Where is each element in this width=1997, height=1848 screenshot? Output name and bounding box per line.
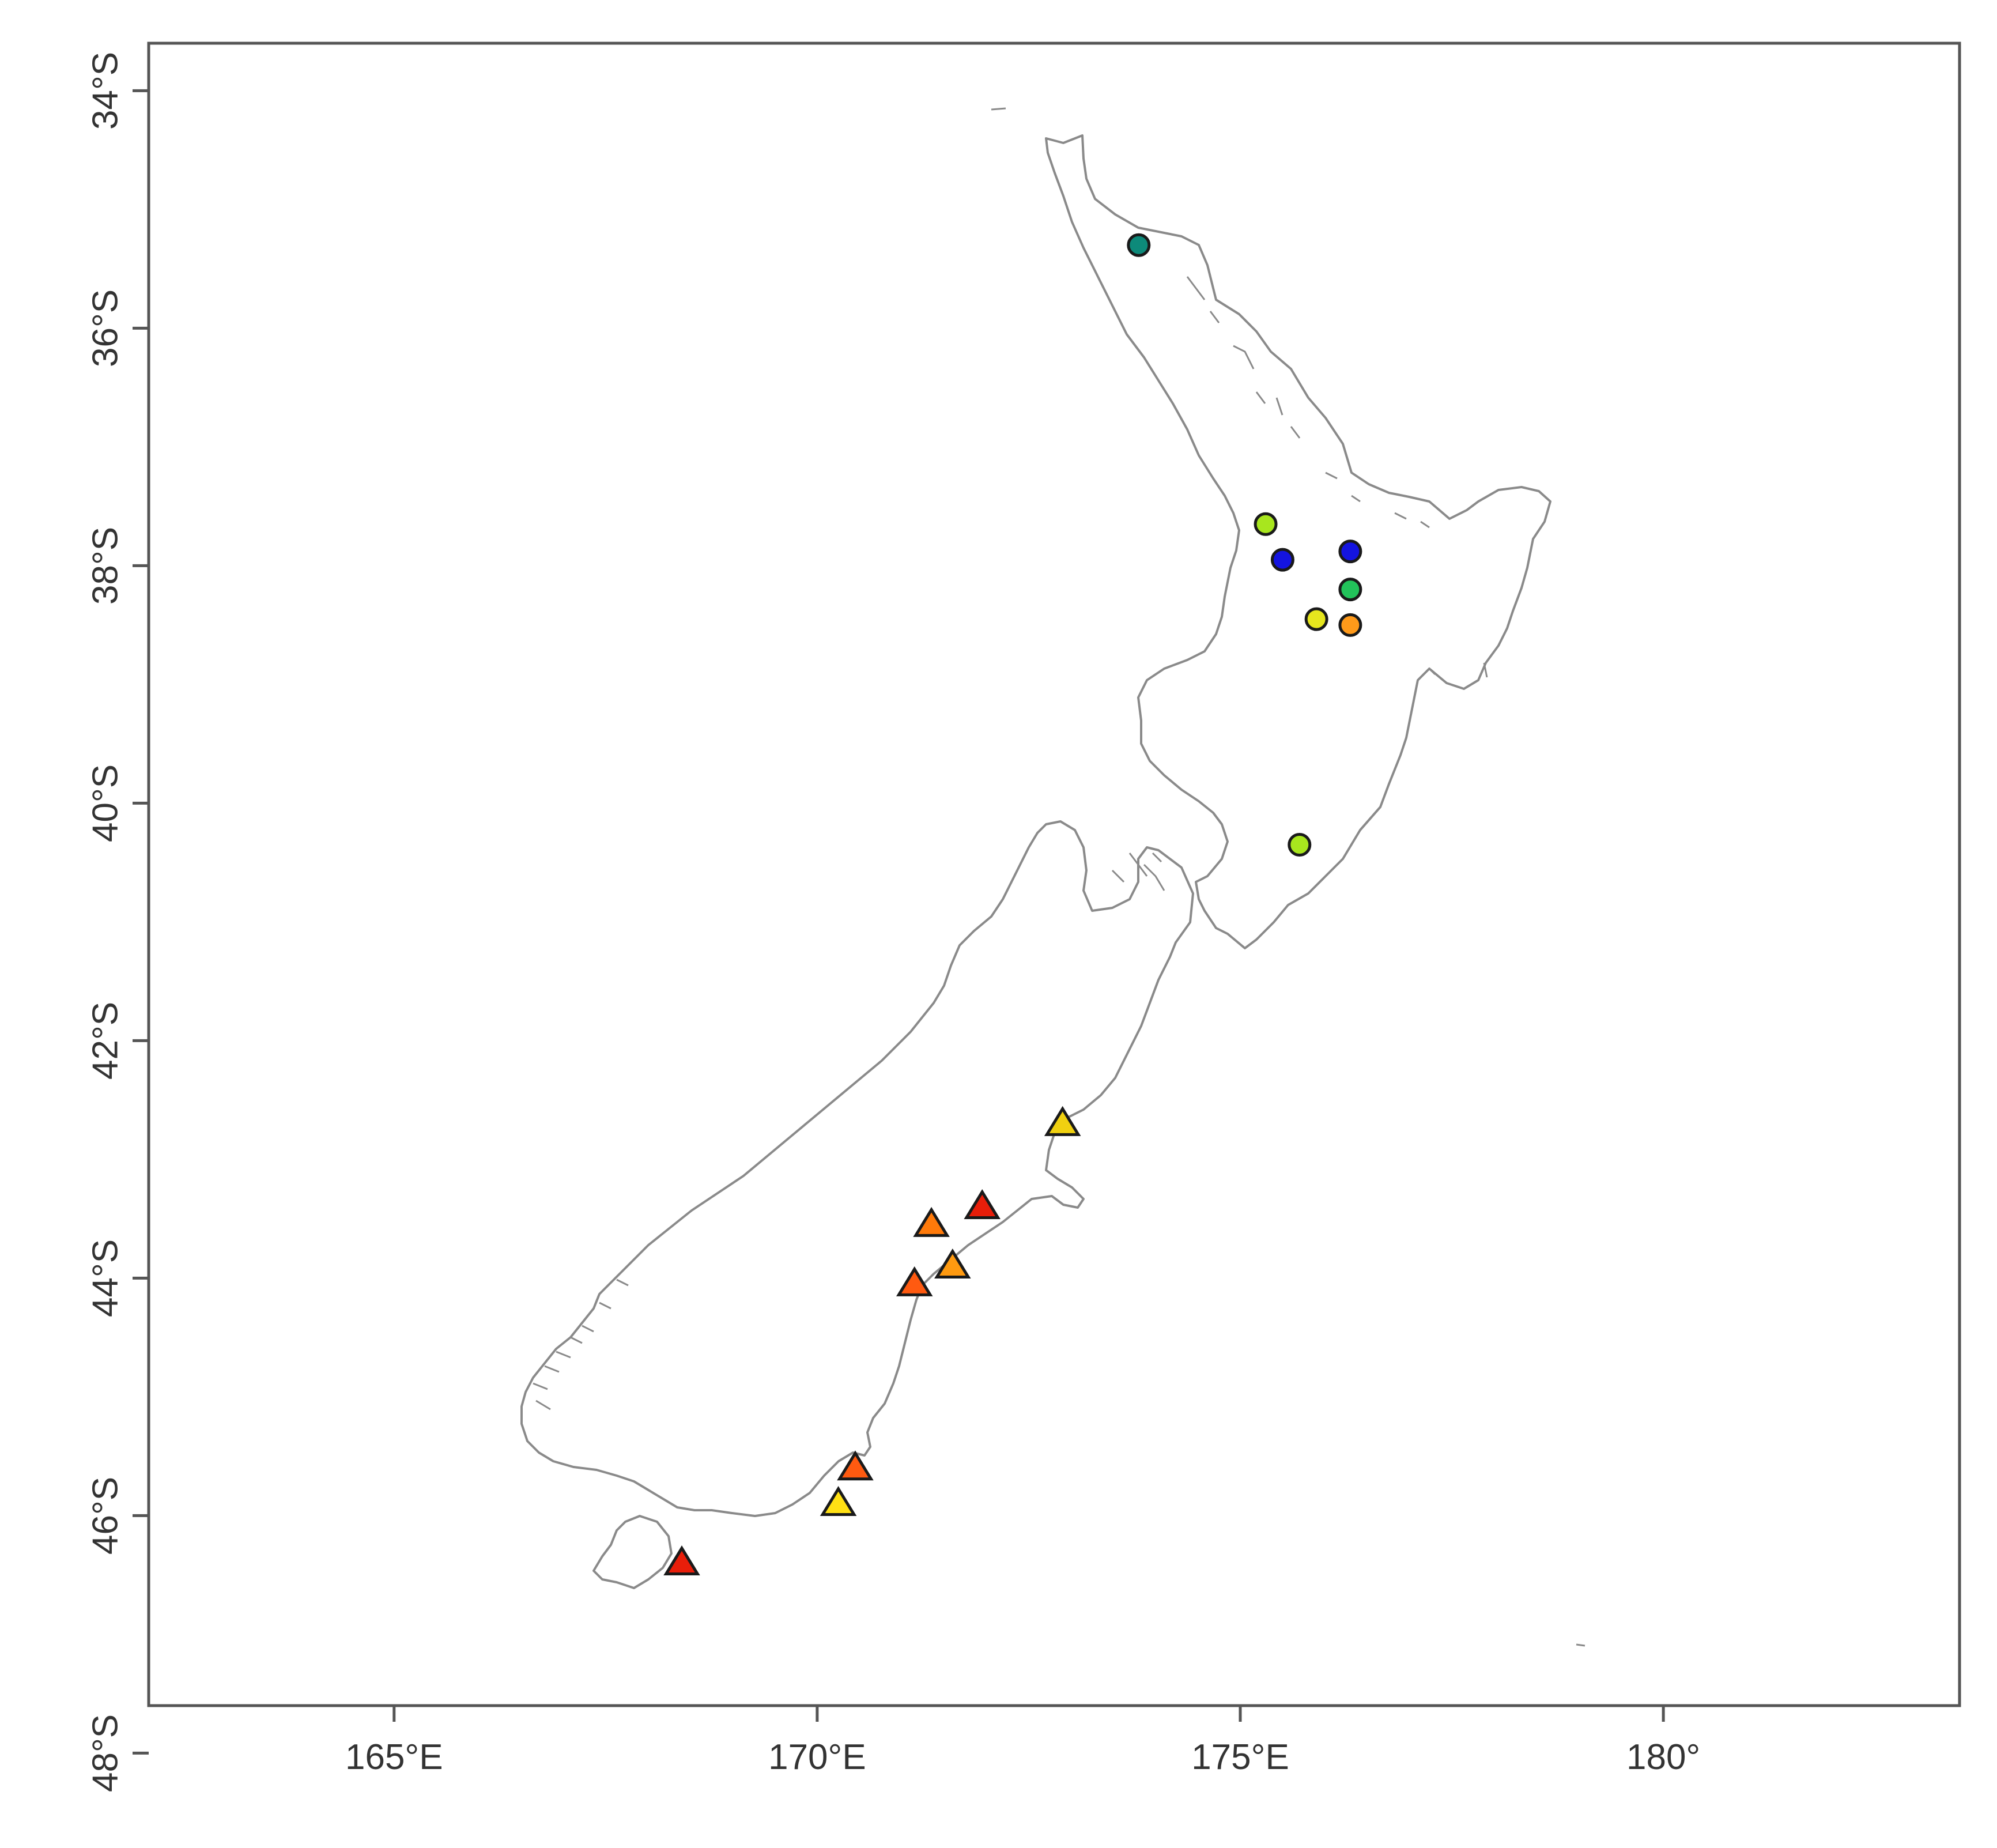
y-tick-label: 34°S bbox=[86, 52, 126, 130]
y-axis: 34°S 36°S 38°S 40°S 42°S 44°S 46°S 48°S bbox=[86, 52, 149, 1792]
y-tick-label: 38°S bbox=[86, 527, 126, 605]
stewart-island-coastline bbox=[592, 1515, 673, 1589]
sample-markers bbox=[663, 233, 1362, 1576]
site-marker-circle bbox=[1127, 233, 1151, 257]
site-marker-circle bbox=[1254, 512, 1278, 536]
site-marker-triangle bbox=[1044, 1106, 1081, 1136]
y-tick-label: 40°S bbox=[86, 764, 126, 842]
site-marker-triangle bbox=[820, 1486, 857, 1517]
site-marker-circle bbox=[1338, 540, 1362, 564]
south-island-coastline bbox=[520, 820, 1194, 1517]
site-marker-triangle bbox=[837, 1450, 874, 1481]
axes: 165°E 170°E 175°E 180° 34°S 36°S 38°S 40°S 42°S… bbox=[86, 52, 1701, 1792]
site-marker-triangle bbox=[663, 1545, 700, 1576]
x-axis: 165°E 170°E 175°E 180° bbox=[345, 1706, 1700, 1777]
plot-frame bbox=[147, 42, 1961, 1707]
site-marker-circle bbox=[1304, 607, 1328, 631]
x-tick-label: 175°E bbox=[1191, 1737, 1289, 1777]
y-tick-label: 42°S bbox=[86, 1002, 126, 1080]
site-marker-triangle bbox=[934, 1249, 971, 1279]
site-marker-triangle bbox=[913, 1206, 950, 1237]
south-island-coast-detail bbox=[533, 852, 1165, 1410]
site-marker-circle bbox=[1288, 833, 1312, 857]
site-marker-circle bbox=[1270, 548, 1294, 572]
y-tick-label: 48°S bbox=[86, 1714, 126, 1792]
north-island-coast-detail bbox=[1186, 276, 1488, 678]
y-tick-label: 46°S bbox=[86, 1477, 126, 1555]
site-marker-circle bbox=[1338, 578, 1362, 602]
x-tick-label: 180° bbox=[1626, 1737, 1700, 1777]
y-tick-label: 36°S bbox=[86, 289, 126, 367]
site-marker-circle bbox=[1338, 613, 1362, 637]
site-marker-triangle bbox=[896, 1266, 933, 1296]
small-island-speck bbox=[991, 107, 1585, 1647]
x-tick-label: 165°E bbox=[345, 1737, 443, 1777]
site-marker-triangle bbox=[964, 1189, 1001, 1220]
y-tick-label: 44°S bbox=[86, 1239, 126, 1317]
x-tick-label: 170°E bbox=[768, 1737, 866, 1777]
north-island-coastline bbox=[1045, 134, 1551, 949]
